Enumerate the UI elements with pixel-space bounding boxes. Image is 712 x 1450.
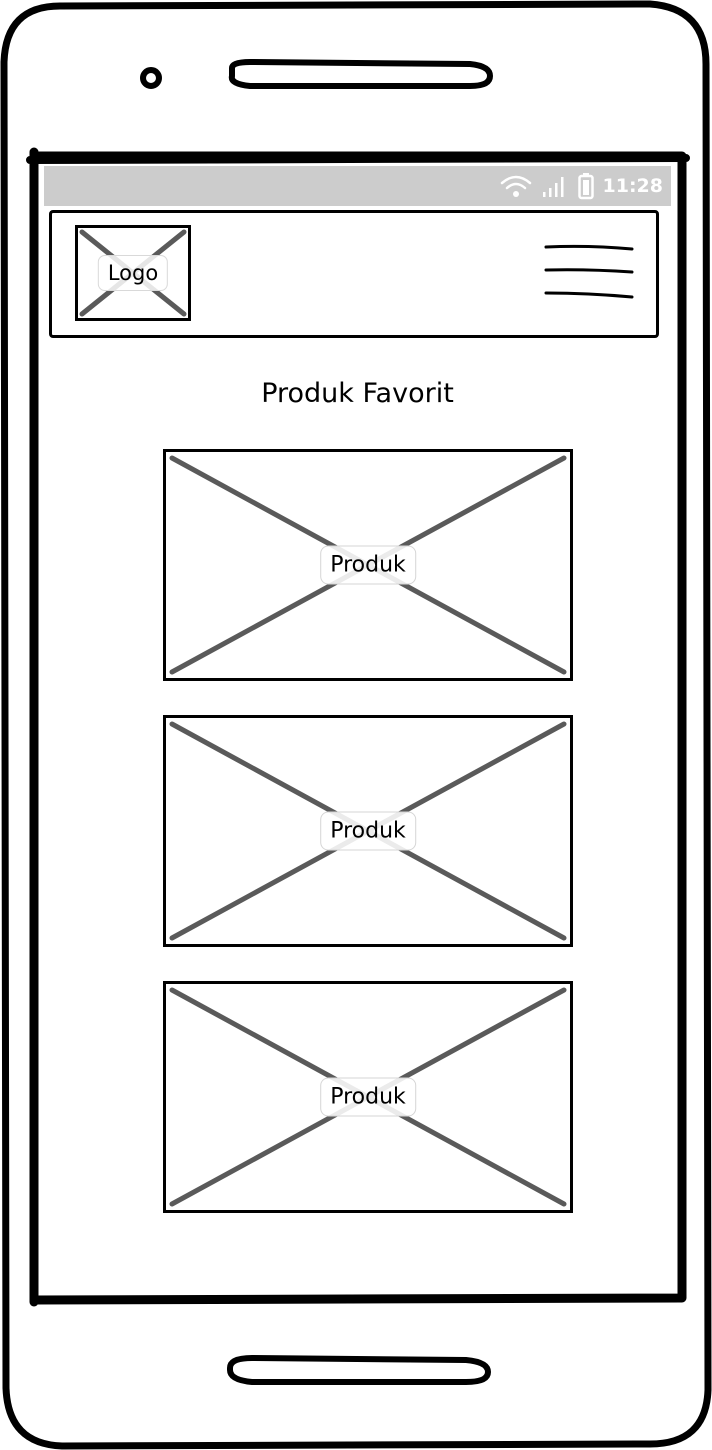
product-card[interactable]: Produk: [163, 981, 573, 1213]
product-label: Produk: [320, 1077, 416, 1117]
status-bar: 11:28: [44, 166, 671, 206]
logo-placeholder[interactable]: Logo: [75, 225, 191, 321]
product-label: Produk: [320, 545, 416, 585]
product-card[interactable]: Produk: [163, 715, 573, 947]
battery-icon: [577, 172, 595, 200]
logo-label: Logo: [97, 255, 169, 291]
hamburger-menu-icon[interactable]: [542, 241, 634, 301]
bottom-speaker: [227, 1354, 492, 1385]
camera-dot: [140, 67, 162, 89]
wifi-icon: [499, 173, 533, 199]
product-label: Produk: [320, 811, 416, 851]
status-time: 11:28: [602, 175, 663, 197]
top-speaker: [228, 58, 494, 89]
page-title: Produk Favorit: [261, 378, 454, 409]
app-header: Logo: [49, 210, 659, 338]
signal-icon: [541, 174, 569, 198]
product-card[interactable]: Produk: [163, 449, 573, 681]
status-icons: 11:28: [499, 172, 663, 200]
